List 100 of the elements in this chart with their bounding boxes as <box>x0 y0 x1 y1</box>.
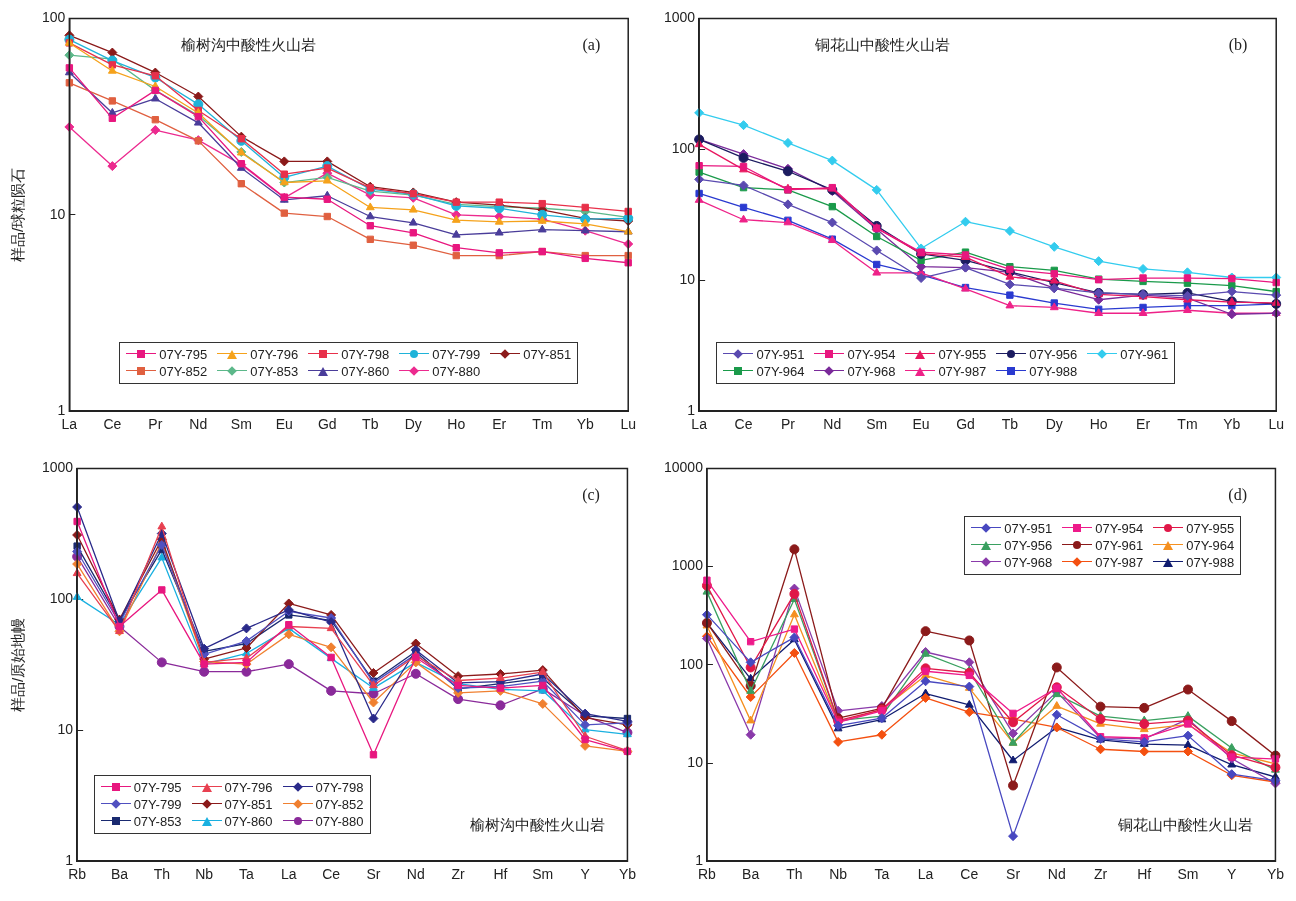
legend-label: 07Y-853 <box>133 813 182 829</box>
legend-label: 07Y-852 <box>315 796 364 812</box>
legend-label: 07Y-880 <box>315 813 364 829</box>
legend-label: 07Y-799 <box>133 796 182 812</box>
legend-label: 07Y-852 <box>159 363 208 379</box>
legend-label: 07Y-956 <box>1029 346 1078 362</box>
legend-label: 07Y-988 <box>1029 363 1078 379</box>
x-tick-label: Yb <box>1266 866 1285 883</box>
annotation: 榆树沟中酸性火山岩 <box>181 36 317 54</box>
x-tick-label: La <box>917 866 934 883</box>
y-axis-title: 样品/球粒陨石 <box>9 167 27 262</box>
x-tick-label: Nd <box>1047 866 1066 883</box>
x-tick-label: Pr <box>780 416 796 433</box>
x-tick-label: Yb <box>576 416 594 433</box>
x-tick-label: La <box>61 416 78 433</box>
x-tick-label: Lu <box>1268 416 1284 433</box>
y-tick-label: 1000 <box>663 9 696 26</box>
x-tick-label: Ta <box>239 866 255 883</box>
x-tick-label: Gd <box>956 416 975 433</box>
y-axis-title: 样品/原始地幔 <box>9 617 27 712</box>
x-tick-label: Er <box>1136 416 1151 433</box>
legend-label: 07Y-796 <box>250 346 299 362</box>
x-tick-label: Nb <box>829 866 848 883</box>
x-tick-label: Nd <box>189 416 208 433</box>
legend-label: 07Y-961 <box>1095 537 1144 553</box>
legend-label: 07Y-964 <box>756 363 805 379</box>
x-tick-label: Yb <box>618 866 637 883</box>
annotation: 铜花山中酸性火山岩 <box>813 36 950 54</box>
x-tick-label: Sr <box>366 866 381 883</box>
legend-label: 07Y-860 <box>341 363 390 379</box>
legend-label: 07Y-968 <box>847 363 896 379</box>
x-tick-label: Y <box>580 866 591 883</box>
legend-label: 07Y-968 <box>1004 554 1053 570</box>
y-tick-label: 100 <box>49 590 74 607</box>
x-tick-label: Nb <box>195 866 214 883</box>
legend-label: 07Y-956 <box>1004 537 1053 553</box>
x-tick-label: Hf <box>493 866 508 883</box>
x-tick-label: La <box>691 416 708 433</box>
x-tick-label: Eu <box>275 416 293 433</box>
legend-label: 07Y-860 <box>224 813 273 829</box>
y-tick-label: 10 <box>679 271 696 288</box>
annotation: (a) <box>582 36 601 55</box>
x-tick-label: Pr <box>148 416 163 433</box>
legend-label: 07Y-795 <box>159 346 208 362</box>
legend-label: 07Y-851 <box>224 796 273 812</box>
y-tick-label: 10000 <box>663 459 704 476</box>
x-tick-label: Nd <box>406 866 425 883</box>
x-tick-label: Lu <box>620 416 636 433</box>
x-tick-label: Sm <box>1177 866 1199 883</box>
x-tick-label: Sr <box>1006 866 1021 883</box>
x-tick-label: Ba <box>110 866 129 883</box>
legend-label: 07Y-951 <box>1004 520 1053 536</box>
y-tick-label: 1 <box>695 852 704 869</box>
y-tick-label: 1000 <box>41 459 74 476</box>
legend-label: 07Y-988 <box>1186 554 1235 570</box>
x-tick-label: Sm <box>866 416 888 433</box>
annotation: (b) <box>1228 36 1248 55</box>
x-tick-label: Th <box>786 866 803 883</box>
legend-label: 07Y-851 <box>523 346 572 362</box>
x-tick-label: Rb <box>68 866 87 883</box>
x-tick-label: Eu <box>912 416 930 433</box>
annotation: (c) <box>582 486 600 505</box>
y-tick-label: 100 <box>42 9 66 26</box>
x-tick-label: Ho <box>447 416 466 433</box>
x-tick-label: Tb <box>1001 416 1019 433</box>
x-tick-label: Gd <box>317 416 337 433</box>
legend-label: 07Y-987 <box>938 363 987 379</box>
legend-label: 07Y-795 <box>133 779 182 795</box>
legend-label: 07Y-954 <box>847 346 896 362</box>
x-tick-label: Th <box>153 866 170 883</box>
x-tick-label: La <box>281 866 297 883</box>
y-tick-label: 100 <box>671 140 696 157</box>
legend-label: 07Y-799 <box>432 346 481 362</box>
y-tick-label: 10 <box>57 721 74 738</box>
y-tick-label: 10 <box>49 205 66 222</box>
annotation: 铜花山中酸性火山岩 <box>1116 815 1253 833</box>
x-tick-label: Ta <box>874 866 890 883</box>
x-tick-label: Nd <box>823 416 842 433</box>
x-tick-label: Zr <box>1093 866 1108 883</box>
legend-label: 07Y-964 <box>1186 537 1235 553</box>
annotation: 榆树沟中酸性火山岩 <box>470 815 606 833</box>
x-tick-label: Hf <box>1137 866 1152 883</box>
x-tick-label: Tm <box>532 416 553 433</box>
legend-label: 07Y-796 <box>224 779 273 795</box>
legend-label: 07Y-853 <box>250 363 299 379</box>
x-tick-label: Tb <box>362 416 379 433</box>
x-tick-label: Tm <box>1177 416 1198 433</box>
legend-label: 07Y-955 <box>1186 520 1235 536</box>
y-tick-label: 100 <box>679 655 704 672</box>
x-tick-label: Sm <box>532 866 554 883</box>
legend-label: 07Y-987 <box>1095 554 1144 570</box>
x-tick-label: Ce <box>322 866 341 883</box>
legend-label: 07Y-951 <box>756 346 805 362</box>
y-tick-label: 1000 <box>671 557 704 574</box>
legend-label: 07Y-798 <box>341 346 390 362</box>
x-tick-label: Er <box>492 416 507 433</box>
legend-label: 07Y-961 <box>1120 346 1169 362</box>
y-tick-label: 1 <box>687 402 696 419</box>
x-tick-label: Y <box>1227 866 1238 883</box>
legend-label: 07Y-954 <box>1095 520 1144 536</box>
